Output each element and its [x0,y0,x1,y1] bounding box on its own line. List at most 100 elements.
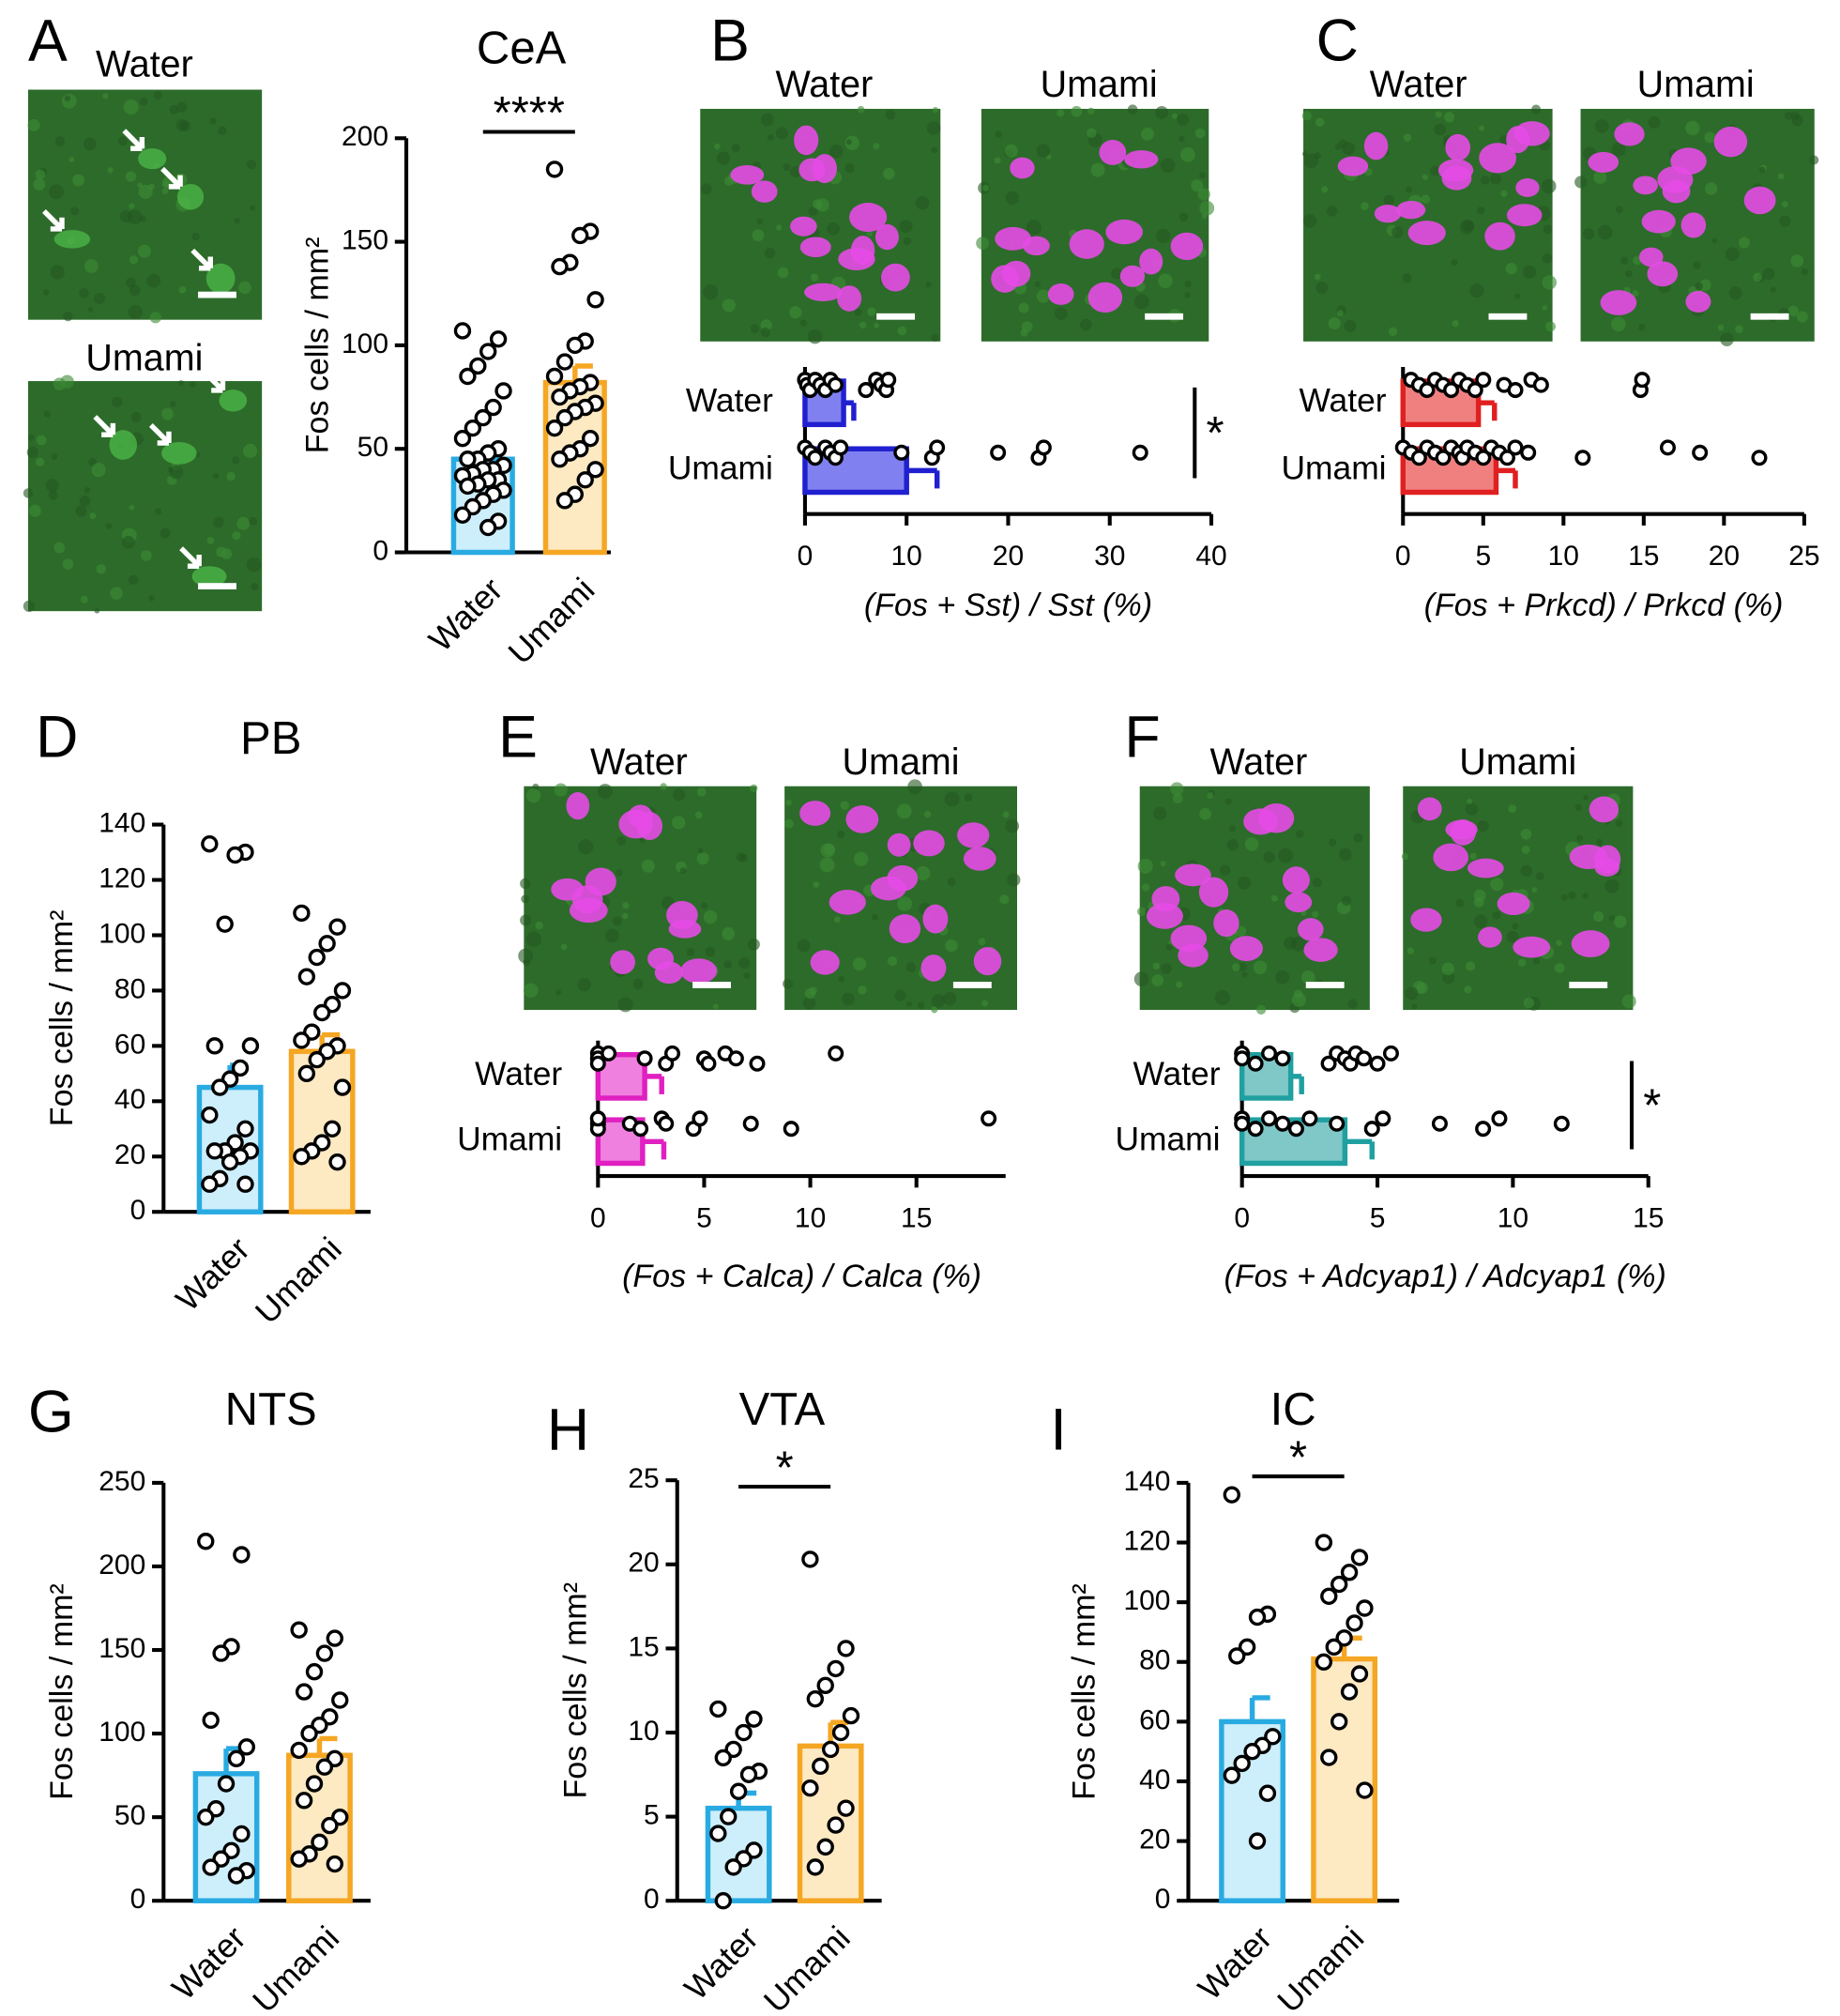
y-tick-label: Water [1133,1055,1220,1092]
data-point [831,1723,850,1742]
noise [63,311,73,322]
noise [43,289,50,296]
noise [1421,194,1431,204]
data-point [1238,1638,1256,1657]
image-label: Umami [843,741,960,783]
data-point [658,1115,675,1132]
noise [1791,115,1803,127]
noise [53,377,67,390]
arrow [179,546,202,569]
noise [36,457,45,466]
cell [1087,282,1123,313]
noise [1141,883,1150,892]
noise [783,978,793,989]
x-tick-label: Water [421,571,509,659]
data-point [290,1741,308,1760]
noise [1531,104,1542,115]
y-tick-label: 100 [99,1717,145,1748]
noise [616,869,623,877]
cell [1198,877,1229,908]
noise [1531,887,1538,893]
noise [1184,292,1191,298]
data-point [1435,450,1452,466]
noise [48,490,58,500]
data-point [714,1892,732,1910]
x-tick-label: 5 [696,1202,712,1233]
noise [1214,989,1230,1005]
image-label: Umami [1041,64,1158,105]
data-point [806,1689,825,1708]
data-point [1410,450,1427,466]
noise [738,957,751,970]
y-tick-label: Umami [668,450,773,487]
noise [823,843,836,856]
y-tick-label: 100 [1123,1585,1170,1616]
y-tick-label: 150 [99,1633,145,1664]
data-point [727,1050,744,1067]
data-point [227,1749,246,1768]
x-axis-label: (Fos + Adcyap1) / Adcyap1 (%) [1224,1259,1666,1294]
data-point [1574,450,1591,466]
noise [807,328,823,344]
data-point [1634,372,1650,389]
noise [1137,907,1147,916]
significance: * [1289,1433,1307,1484]
cell [991,265,1019,293]
noise [161,188,169,194]
data-point [202,1858,220,1876]
noise [1770,286,1776,293]
data-point [1320,1055,1337,1072]
noise [140,550,152,561]
data-point [328,1153,346,1171]
noise [1179,135,1185,143]
data-point [326,1629,343,1647]
x-axis-label: (Fos + Sst) / Sst (%) [864,588,1152,623]
scale-bar [1145,313,1184,320]
cell [837,285,862,312]
data-point [1233,1754,1251,1773]
noise [1574,176,1588,189]
noise [639,837,646,844]
noise [1685,120,1700,136]
cell [219,389,248,412]
noise [804,988,816,1000]
noise [1327,206,1338,217]
data-point [290,1850,308,1868]
cell [1647,261,1679,287]
noise [535,921,543,930]
noise [525,788,541,803]
cell [1213,909,1239,938]
noise [1220,864,1231,876]
noise [577,978,591,992]
scale-bar [692,982,731,988]
noise [1090,162,1105,177]
image-label: Umami [85,338,203,379]
noise [1226,839,1239,851]
data-point [1467,382,1483,399]
cell [1047,283,1074,305]
x-tick-label: 10 [891,541,922,572]
noise [923,810,932,818]
noise [836,830,845,839]
cell [973,947,1002,976]
noise [723,960,733,970]
x-tick-label: 10 [1548,541,1579,572]
noise [1275,970,1290,985]
noise [994,157,1001,164]
cell [1680,212,1707,238]
noise [1312,878,1322,888]
noise [844,135,859,150]
noise [1535,872,1544,880]
noise [1704,131,1716,144]
data-point [745,1710,763,1728]
x-axis-label: (Fos + Calca) / Calca (%) [622,1259,981,1294]
noise [35,169,46,180]
noise [33,178,46,191]
data-point [566,336,585,355]
data-point [318,935,336,953]
data-point [880,372,897,389]
noise [1383,194,1395,206]
cell [794,125,819,156]
data-point [1751,450,1768,466]
